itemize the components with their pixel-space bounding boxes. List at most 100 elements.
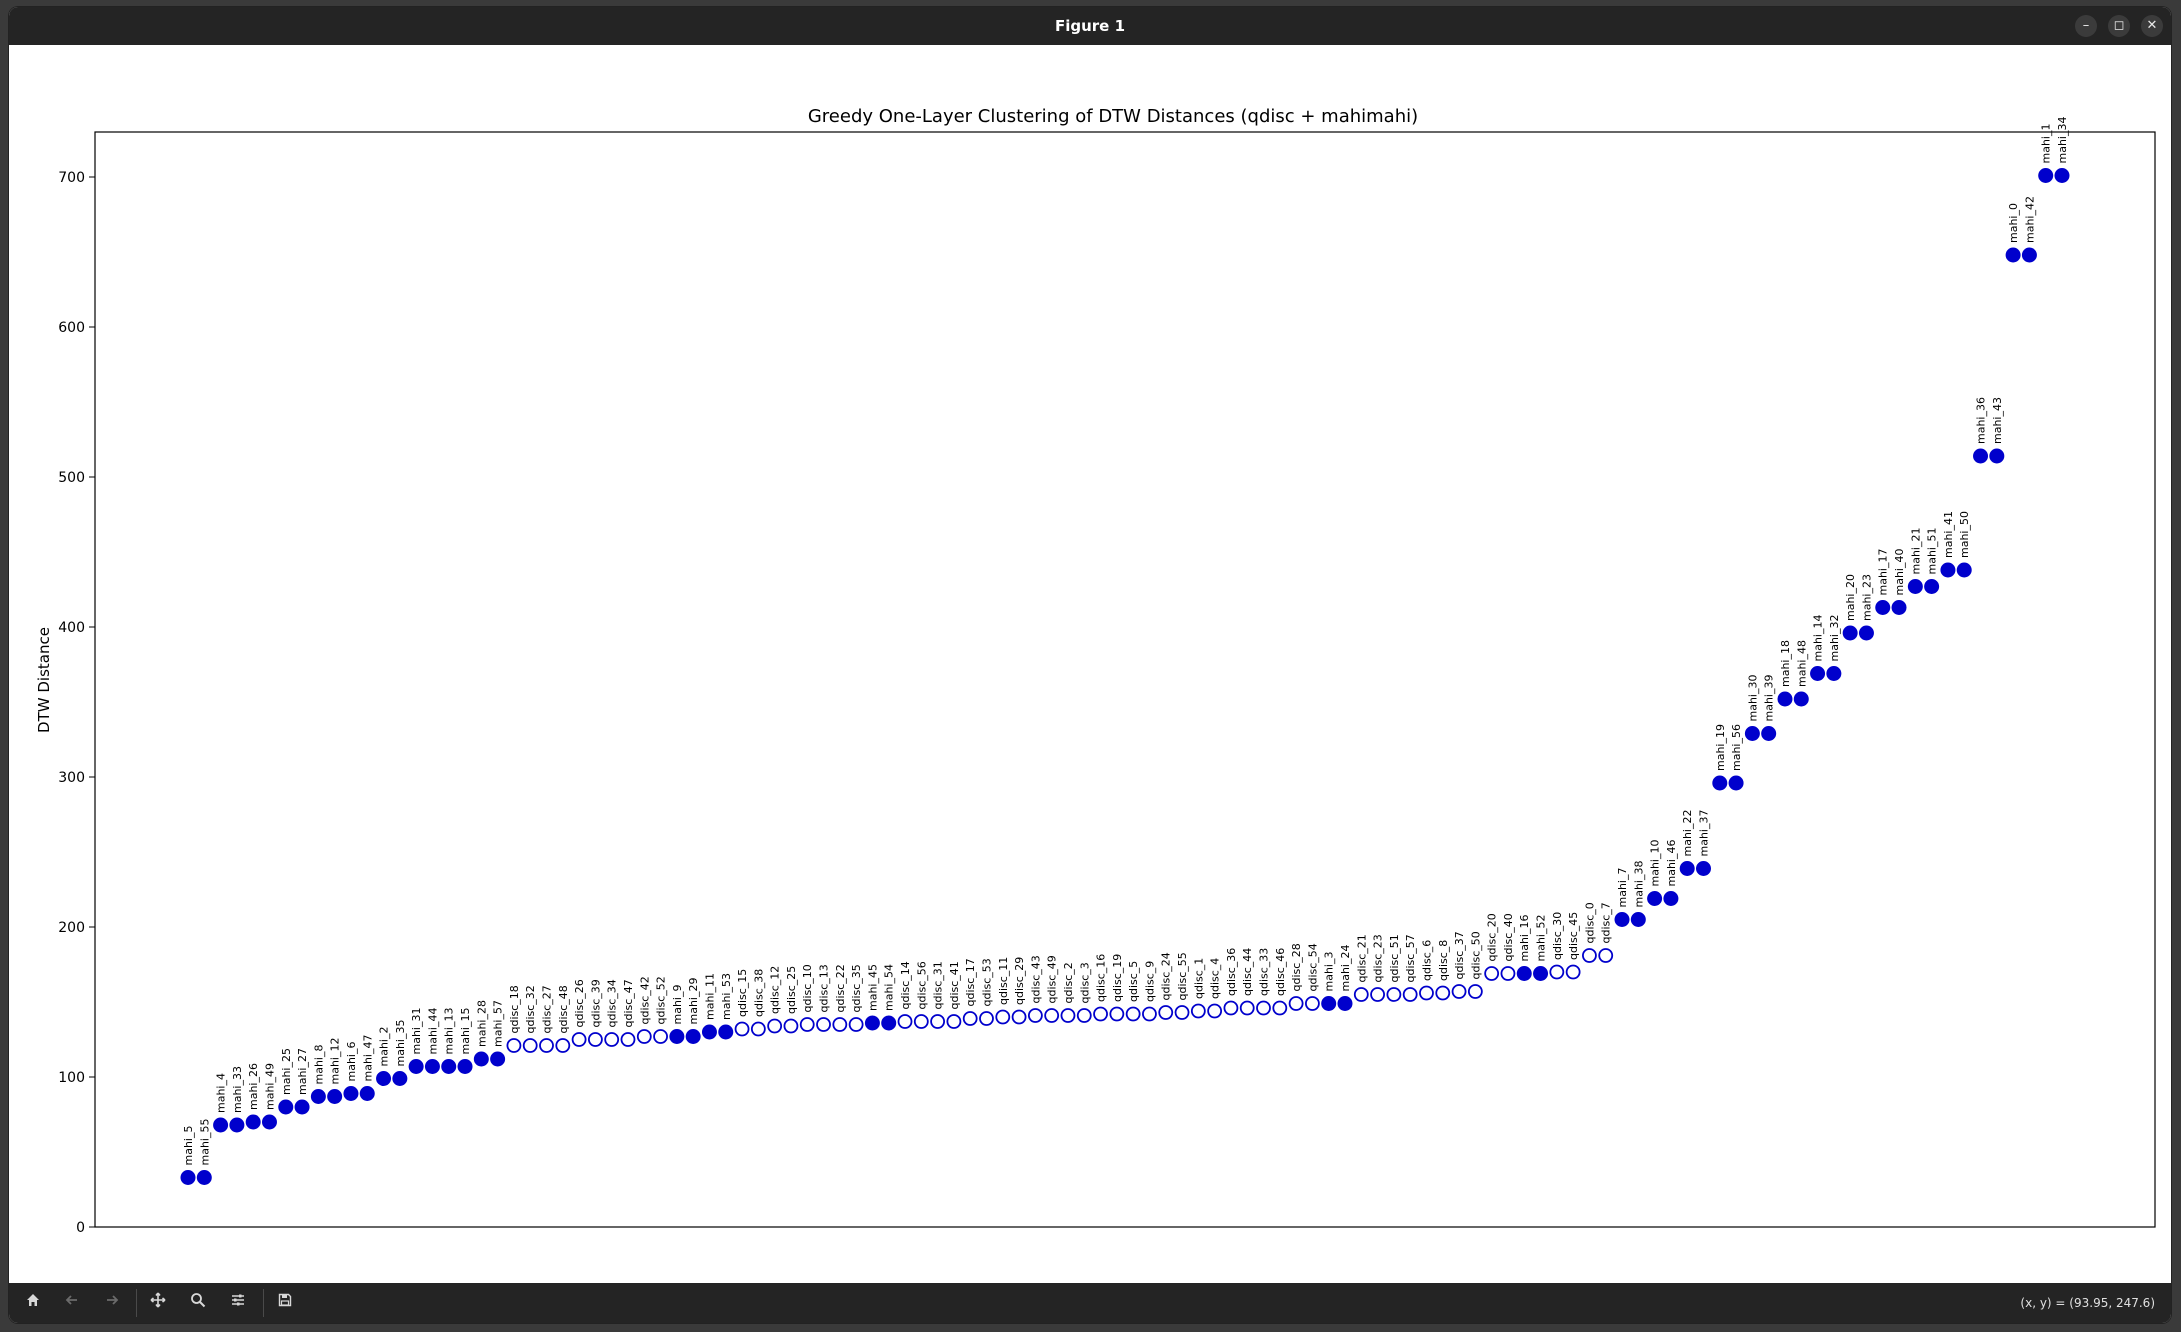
point-label: qdisc_39 (589, 979, 602, 1027)
data-point-mahi-8 (310, 1089, 326, 1104)
point-label: mahi_26 (247, 1063, 260, 1110)
chart-title: Greedy One-Layer Clustering of DTW Dista… (808, 106, 1418, 127)
point-label: mahi_42 (2023, 196, 2036, 243)
data-point-qdisc-22 (832, 1017, 848, 1032)
data-point-mahi-46 (1663, 891, 1679, 906)
data-point-mahi-16 (1516, 966, 1532, 981)
data-point-mahi-15 (457, 1059, 473, 1074)
data-point-mahi-53 (718, 1024, 734, 1040)
data-point-qdisc-7 (1598, 948, 1614, 963)
point-label: mahi_43 (1991, 397, 2004, 444)
maximize-button[interactable]: ◻ (2108, 15, 2130, 37)
data-point-qdisc-8 (1435, 985, 1451, 1001)
data-point-mahi-54 (881, 1015, 897, 1031)
figure-canvas[interactable]: Greedy One-Layer Clustering of DTW Dista… (9, 45, 2171, 1283)
point-label: qdisc_29 (1013, 957, 1026, 1005)
point-label: qdisc_30 (1551, 912, 1564, 960)
point-label: qdisc_46 (1274, 948, 1287, 996)
point-label: qdisc_56 (915, 961, 928, 1009)
data-point-qdisc-4 (1207, 1003, 1223, 1019)
data-point-mahi-12 (327, 1089, 343, 1104)
data-point-qdisc-34 (604, 1032, 620, 1047)
data-point-mahi-6 (343, 1086, 359, 1101)
title-bar[interactable]: Figure 1 – ◻ ✕ (9, 7, 2171, 45)
data-point-qdisc-13 (816, 1017, 831, 1032)
data-point-qdisc-27 (539, 1038, 554, 1053)
data-point-qdisc-30 (1549, 964, 1565, 980)
data-point-mahi-22 (1679, 861, 1695, 876)
data-point-mahi-57 (490, 1051, 506, 1067)
point-label: mahi_28 (475, 1000, 488, 1047)
point-label: qdisc_8 (1437, 940, 1450, 981)
point-label: mahi_40 (1893, 549, 1906, 596)
point-label: mahi_0 (2007, 203, 2020, 243)
data-point-qdisc-6 (1419, 985, 1434, 1001)
point-label: qdisc_2 (1062, 962, 1075, 1003)
data-point-qdisc-51 (1386, 987, 1402, 1002)
point-label: qdisc_4 (1209, 958, 1222, 999)
data-point-qdisc-26 (571, 1032, 587, 1047)
data-point-mahi-25 (278, 1099, 294, 1115)
data-points (180, 168, 2070, 1185)
point-label: qdisc_12 (769, 966, 782, 1014)
data-point-qdisc-46 (1272, 1000, 1288, 1016)
point-label: mahi_15 (459, 1008, 472, 1055)
data-point-qdisc-47 (620, 1032, 636, 1047)
data-point-mahi-4 (213, 1117, 229, 1133)
data-point-qdisc-9 (1142, 1006, 1157, 1022)
y-tick-label: 0 (76, 1220, 85, 1236)
point-label: mahi_21 (1909, 528, 1922, 575)
close-button[interactable]: ✕ (2141, 15, 2163, 37)
data-point-qdisc-28 (1288, 996, 1304, 1011)
configure-subplots-icon[interactable] (225, 1291, 251, 1315)
pan-icon[interactable] (145, 1291, 171, 1315)
point-label: mahi_4 (215, 1073, 228, 1113)
data-point-qdisc-18 (506, 1038, 522, 1053)
point-label: qdisc_16 (1095, 954, 1108, 1002)
data-point-qdisc-44 (1239, 1000, 1255, 1016)
point-label: mahi_30 (1746, 675, 1759, 722)
data-point-qdisc-53 (979, 1011, 994, 1026)
data-point-qdisc-23 (1370, 987, 1385, 1002)
save-icon[interactable] (272, 1291, 298, 1315)
data-point-mahi-19 (1712, 775, 1728, 791)
point-label: mahi_46 (1665, 840, 1678, 887)
data-point-mahi-32 (1826, 666, 1842, 681)
point-label: mahi_19 (1714, 724, 1727, 771)
point-label: qdisc_57 (1404, 934, 1417, 982)
point-label: mahi_48 (1795, 640, 1808, 687)
point-label: qdisc_52 (655, 976, 668, 1024)
point-label: mahi_41 (1942, 511, 1955, 558)
data-point-mahi-56 (1728, 775, 1744, 791)
forward-arrow-icon[interactable] (99, 1291, 125, 1315)
data-point-mahi-24 (1337, 996, 1353, 1011)
point-label: mahi_17 (1877, 549, 1890, 596)
data-point-mahi-34 (2054, 168, 2070, 183)
point-label: qdisc_18 (508, 985, 521, 1033)
data-point-qdisc-29 (1011, 1009, 1027, 1025)
point-label: qdisc_10 (801, 964, 814, 1012)
navigation-toolbar: (x, y) = (93.95, 247.6) (9, 1283, 2171, 1323)
data-point-mahi-10 (1647, 891, 1663, 906)
data-point-qdisc-36 (1223, 1000, 1239, 1016)
point-label: qdisc_22 (834, 964, 847, 1012)
back-arrow-icon[interactable] (59, 1291, 85, 1315)
data-point-qdisc-37 (1451, 984, 1467, 999)
point-label: qdisc_33 (1258, 948, 1271, 996)
data-point-mahi-5 (180, 1170, 196, 1185)
scatter-chart: Greedy One-Layer Clustering of DTW Dista… (35, 106, 2156, 1236)
data-point-mahi-50 (1956, 562, 1972, 578)
data-point-mahi-49 (261, 1114, 277, 1130)
data-point-qdisc-40 (1500, 966, 1516, 981)
minimize-button[interactable]: – (2075, 15, 2097, 37)
zoom-icon[interactable] (185, 1291, 211, 1315)
data-point-qdisc-45 (1565, 964, 1581, 980)
point-label: qdisc_25 (785, 966, 798, 1014)
point-label: qdisc_42 (638, 976, 651, 1024)
data-point-qdisc-32 (522, 1038, 538, 1053)
data-point-mahi-27 (294, 1099, 310, 1115)
data-point-mahi-26 (245, 1114, 261, 1130)
data-point-qdisc-21 (1353, 987, 1369, 1002)
home-icon[interactable] (20, 1291, 46, 1315)
data-point-qdisc-48 (555, 1038, 571, 1053)
